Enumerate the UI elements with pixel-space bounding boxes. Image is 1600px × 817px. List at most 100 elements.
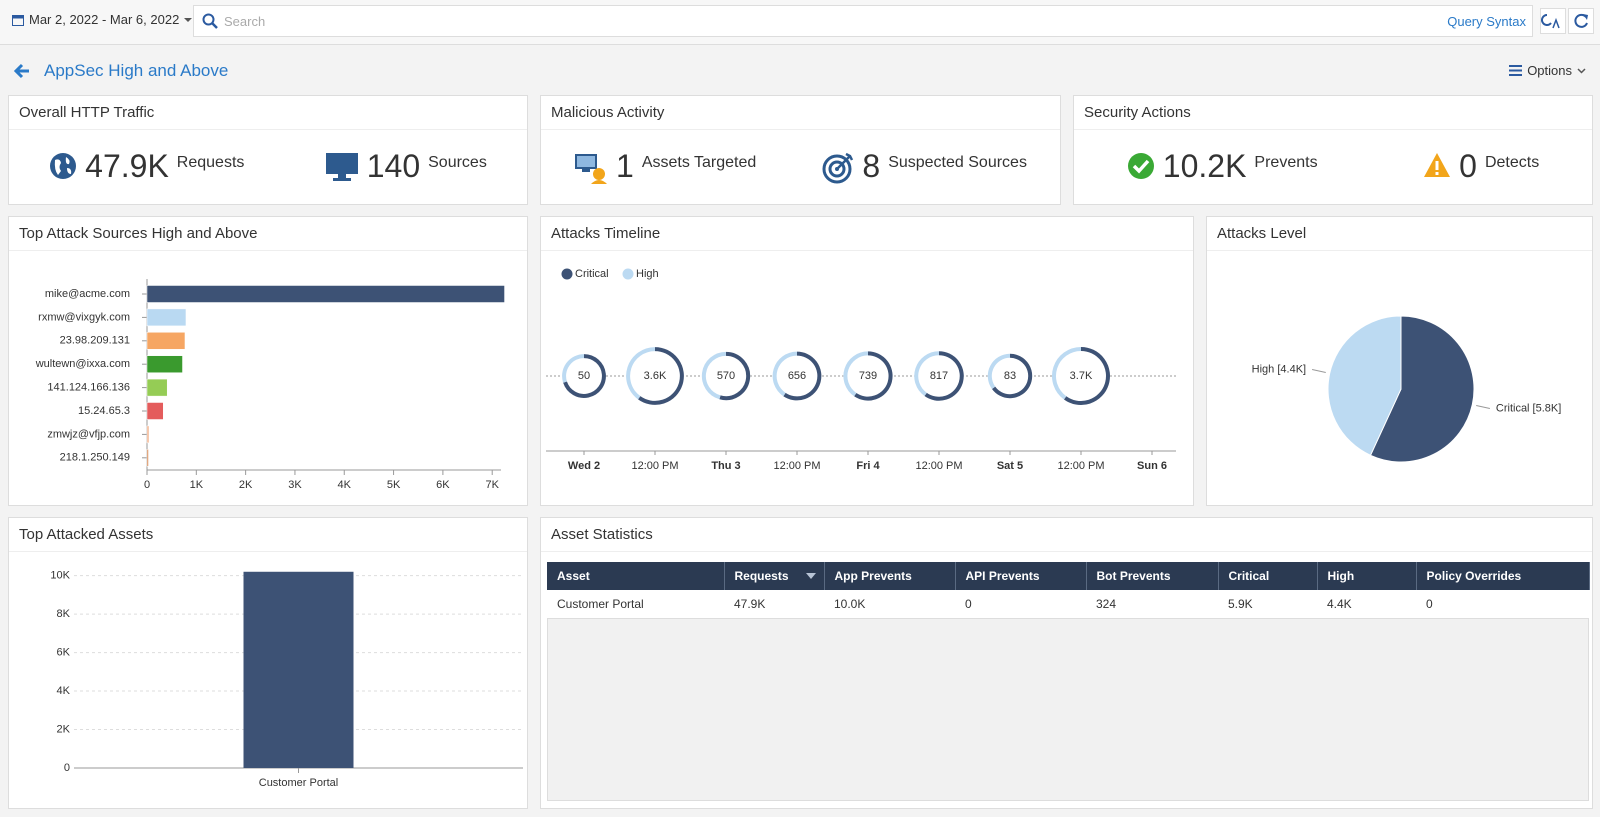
donut-segment	[924, 351, 964, 401]
x-tick-label: 4K	[338, 479, 352, 491]
search-box[interactable]: Search Query Syntax	[193, 5, 1533, 37]
column-header[interactable]: Requests	[724, 562, 825, 590]
x-tick-label: 5K	[387, 479, 401, 491]
kpi-label: Assets Targeted	[641, 154, 757, 171]
date-picker[interactable]: Mar 2, 2022 - Mar 6, 2022	[12, 12, 193, 27]
donut-total	[914, 351, 964, 401]
table-cell: 4.4K	[1317, 590, 1416, 619]
chart-panel: Top Attacked Assets 0 2K 4K 6K 8K 10K Customer…	[8, 517, 528, 809]
kpi-value: 47.9K	[85, 148, 169, 184]
column-header[interactable]: High	[1317, 562, 1417, 590]
donut-segment	[701, 351, 727, 400]
kpi: 1 Assets Targeted	[574, 148, 756, 184]
leader-line	[1476, 404, 1491, 409]
kpi-panel: Malicious Activity 1 Assets Targeted 8 S…	[540, 95, 1061, 205]
donut-segment	[854, 351, 893, 401]
donut-total	[772, 351, 822, 401]
warning-icon	[1424, 153, 1451, 177]
x-tick-label: 6K	[436, 479, 450, 491]
donut-total	[843, 351, 893, 401]
y-tick-label: mike@acme.com	[45, 288, 130, 300]
x-tick-label: 1K	[190, 479, 204, 491]
pie-label: Critical [5.8K]	[1496, 402, 1561, 414]
donut-label: 50	[578, 370, 590, 382]
donut-total	[626, 347, 684, 405]
pie-slice	[1327, 315, 1402, 456]
donut-segment	[1052, 347, 1082, 400]
chart-panel: Attacks Level Critical [5.8K] High [4.4K]	[1206, 216, 1593, 506]
table-row: Customer Portal 47.9K 10.0K 0 324 5.9K 4.4K 0	[547, 590, 1589, 619]
kpi: 8 Suspected Sources	[822, 148, 1027, 184]
bar	[146, 285, 505, 303]
donut-total	[701, 351, 751, 401]
attacks-timeline-chart: Critical High Wed 2 50 12:00 PM 3.6K Thu 3 570 1…	[546, 268, 1176, 472]
kpi-value: 140	[366, 148, 421, 184]
donut-total	[1052, 347, 1110, 405]
y-tick-label: 0	[64, 762, 70, 774]
y-tick-label: zmwjz@vfjp.com	[47, 428, 130, 440]
panel-title: Overall HTTP Traffic	[9, 96, 527, 130]
refresh-icon	[1574, 13, 1588, 28]
legend-marker	[622, 268, 634, 280]
translate-icon	[1541, 14, 1560, 29]
panel-title: Asset Statistics	[541, 518, 1592, 552]
panel-title: Attacks Timeline	[541, 217, 1193, 251]
asset-target-icon	[575, 154, 608, 184]
donut-label: 656	[788, 370, 806, 382]
kpi-label: Suspected Sources	[888, 154, 1027, 171]
legend-label: Critical	[575, 268, 609, 280]
y-tick-label: 4K	[57, 685, 71, 697]
donut-label: 3.6K	[644, 370, 667, 382]
check-icon	[1127, 153, 1154, 179]
page-title: AppSec High and Above	[44, 61, 229, 80]
kpi-label: Detects	[1484, 154, 1540, 171]
calendar-icon	[12, 14, 24, 26]
x-tick-label: Sat 5	[997, 460, 1023, 472]
options-menu[interactable]: Options	[1509, 63, 1586, 78]
toolbar: Mar 2, 2022 - Mar 6, 2022 Search Query S…	[0, 0, 1600, 45]
column-header[interactable]: App Prevents	[824, 562, 956, 590]
query-syntax-link[interactable]: Query Syntax	[1447, 14, 1526, 29]
donut-label: 817	[930, 370, 948, 382]
y-tick-label: wultewn@ixxa.com	[35, 358, 130, 370]
donut-label: 83	[1004, 370, 1016, 382]
bar	[146, 425, 150, 444]
panel-title: Attacks Level	[1207, 217, 1592, 251]
y-tick-label: 2K	[57, 723, 71, 735]
kpi-label: Requests	[176, 154, 245, 171]
y-tick-label: rxmw@vixgyk.com	[38, 311, 130, 323]
kpi: 140 Sources	[325, 148, 487, 184]
back-arrow[interactable]	[13, 62, 31, 80]
column-header[interactable]: Bot Prevents	[1086, 562, 1219, 590]
bar	[146, 402, 164, 420]
table-body: Customer Portal 47.9K 10.0K 0 324 5.9K 4.4K 0	[547, 590, 1589, 619]
attacks-level-chart: Critical [5.8K] High [4.4K]	[1252, 315, 1561, 463]
x-tick-label: Sun 6	[1137, 460, 1167, 472]
target-icon	[822, 152, 854, 184]
caret	[184, 17, 193, 22]
donut-segment	[626, 347, 656, 400]
column-header[interactable]: Policy Overrides	[1416, 562, 1590, 590]
kpi-panel: Security Actions 10.2K Prevents 0 Detect…	[1073, 95, 1593, 205]
donut-segment	[772, 351, 798, 397]
kpi-value: 1	[616, 148, 634, 184]
refresh-button[interactable]	[1568, 8, 1594, 34]
options-label: Options	[1527, 63, 1572, 78]
table-cell: 10.0K	[824, 590, 955, 619]
donut-segment	[987, 353, 1011, 389]
kpi: 10.2K Prevents	[1127, 148, 1318, 184]
translate-button[interactable]	[1540, 8, 1566, 34]
legend-label: High	[636, 268, 659, 280]
donut-segment	[563, 354, 606, 398]
column-header[interactable]: API Prevents	[955, 562, 1087, 590]
donut-total	[562, 354, 606, 398]
kpi: 0 Detects	[1423, 148, 1539, 184]
panel-title: Top Attacked Assets	[9, 518, 527, 552]
column-header[interactable]: Critical	[1218, 562, 1318, 590]
table-panel: Asset Statistics Asset Requests App Preven…	[540, 517, 1593, 809]
panel-title: Top Attack Sources High and Above	[9, 217, 527, 251]
legend-marker	[561, 268, 573, 280]
column-header[interactable]: Asset	[547, 562, 725, 590]
bar	[146, 332, 186, 350]
